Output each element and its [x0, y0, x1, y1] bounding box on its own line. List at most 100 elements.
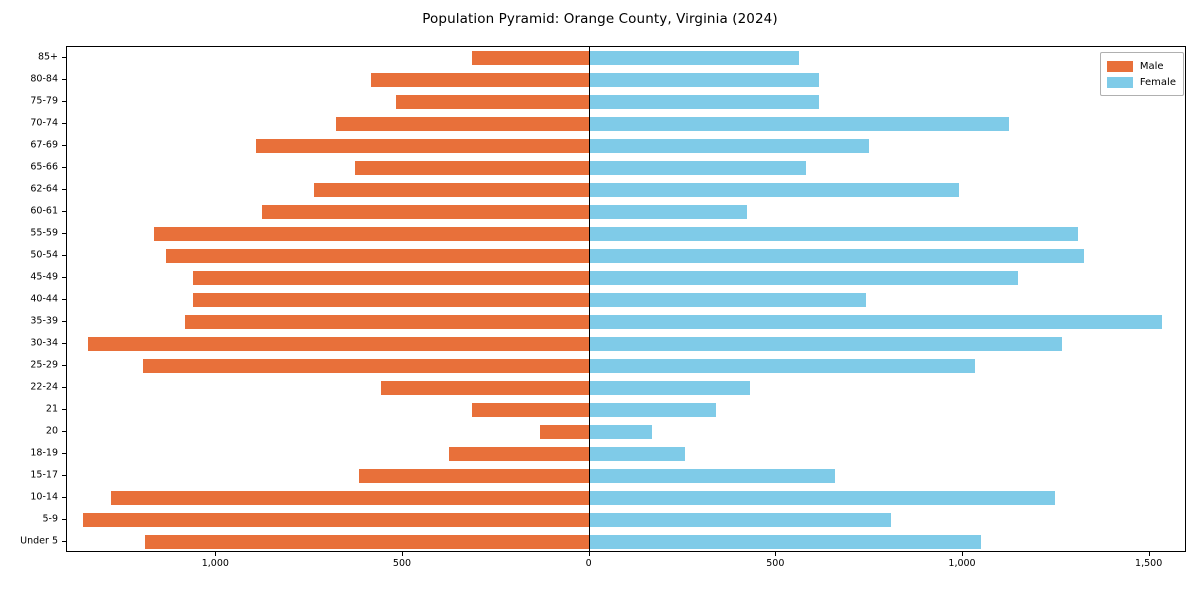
y-tick-mark [62, 255, 66, 256]
y-tick-label: 80-84 [30, 73, 58, 85]
bar-female [589, 424, 653, 440]
bar-male [336, 116, 590, 132]
x-tick-label: 1,500 [1135, 558, 1163, 569]
bar-row [67, 468, 1185, 484]
bar-row [67, 226, 1185, 242]
bar-female [589, 336, 1062, 352]
y-tick-mark [62, 453, 66, 454]
bar-row [67, 490, 1185, 506]
y-tick-mark [62, 431, 66, 432]
bar-male [472, 402, 590, 418]
y-tick-label: 65-66 [30, 161, 58, 173]
bar-row [67, 380, 1185, 396]
y-tick-label: 75-79 [30, 95, 58, 107]
bar-row [67, 314, 1185, 330]
y-tick-label: 15-17 [30, 469, 58, 481]
bar-male [145, 534, 590, 550]
y-tick-mark [62, 211, 66, 212]
bar-male [111, 490, 590, 506]
y-tick-label: 85+ [37, 51, 58, 63]
y-tick-mark [62, 497, 66, 498]
x-tick-label: 500 [392, 558, 412, 569]
y-tick-mark [62, 365, 66, 366]
bar-female [589, 50, 800, 66]
y-tick-label: 45-49 [30, 271, 58, 283]
bar-female [589, 512, 891, 528]
bar-male [153, 226, 590, 242]
y-tick-label: 22-24 [30, 381, 58, 393]
bar-row [67, 182, 1185, 198]
y-tick-label: 55-59 [30, 227, 58, 239]
bar-female [589, 534, 981, 550]
y-tick-mark [62, 343, 66, 344]
y-tick-mark [62, 189, 66, 190]
bar-male [448, 446, 590, 462]
x-tick-label: 1,000 [948, 558, 976, 569]
bar-row [67, 424, 1185, 440]
y-tick-mark [62, 167, 66, 168]
bar-male [472, 50, 590, 66]
bar-row [67, 270, 1185, 286]
y-tick-mark [62, 79, 66, 80]
y-tick-mark [62, 321, 66, 322]
bar-row [67, 160, 1185, 176]
y-tick-label: 62-64 [30, 183, 58, 195]
bar-male [539, 424, 590, 440]
bar-male [355, 160, 590, 176]
y-tick-label: 35-39 [30, 315, 58, 327]
bar-row [67, 138, 1185, 154]
legend-swatch-female-icon [1106, 76, 1133, 88]
y-axis: 85+ 80-84 75-79 70-74 67-69 65-66 62-64 60-61 55… [0, 46, 1200, 552]
plot-area [66, 46, 1186, 552]
chart-title: Population Pyramid: Orange County, Virgi… [422, 11, 778, 27]
legend-label-male: Male [1139, 60, 1164, 72]
y-tick-label: 67-69 [30, 139, 58, 151]
x-tick-mark [1148, 552, 1150, 556]
y-tick-mark [62, 519, 66, 520]
bar-row [67, 292, 1185, 308]
y-tick-label: 70-74 [30, 117, 58, 129]
bar-male [166, 248, 590, 264]
y-tick-mark [62, 299, 66, 300]
y-tick-label: 25-29 [30, 359, 58, 371]
y-tick-mark [62, 57, 66, 58]
bar-female [589, 204, 747, 220]
bar-male [184, 314, 590, 330]
bar-row [67, 336, 1185, 352]
y-tick-label: 21 [45, 403, 58, 415]
y-tick-label: 40-44 [30, 293, 58, 305]
x-tick-label: 0 [585, 558, 592, 569]
zero-axis-line [588, 47, 591, 551]
bar-female [589, 380, 750, 396]
y-tick-label: 30-34 [30, 337, 58, 349]
bar-row [67, 248, 1185, 264]
bar-male [192, 292, 590, 308]
x-tick-mark [588, 552, 590, 556]
bar-female [589, 314, 1163, 330]
bar-female [589, 446, 686, 462]
bar-female [589, 138, 869, 154]
bar-female [589, 116, 1009, 132]
y-tick-mark [62, 409, 66, 410]
bar-male [395, 94, 590, 110]
bar-row [67, 402, 1185, 418]
bar-female [589, 160, 807, 176]
legend-item-female: Female [1106, 74, 1176, 90]
bar-female [589, 270, 1019, 286]
bar-row [67, 512, 1185, 528]
bar-row [67, 358, 1185, 374]
bar-row [67, 50, 1185, 66]
y-tick-mark [62, 541, 66, 542]
bar-male [192, 270, 590, 286]
y-tick-label: 60-61 [30, 205, 58, 217]
bar-male [380, 380, 590, 396]
x-tick-mark [215, 552, 217, 556]
x-tick-mark [775, 552, 777, 556]
bar-male [371, 72, 590, 88]
y-tick-mark [62, 233, 66, 234]
x-tick-label: 1,000 [201, 558, 229, 569]
y-tick-mark [62, 277, 66, 278]
bar-row [67, 204, 1185, 220]
bar-row [67, 72, 1185, 88]
